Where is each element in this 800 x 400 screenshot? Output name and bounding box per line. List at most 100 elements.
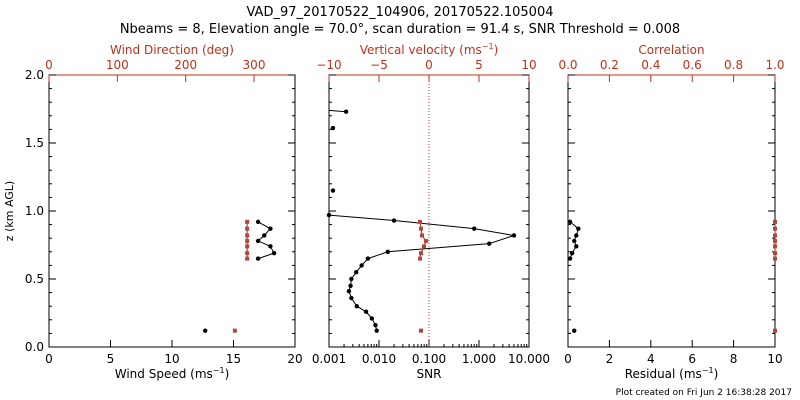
primary-data-point	[567, 219, 573, 225]
secondary-data-point	[245, 219, 250, 224]
x-tick-label: 4	[647, 352, 655, 366]
top-axis-label-1: Vertical velocity (ms−1)	[360, 42, 499, 57]
primary-data-point	[569, 250, 575, 256]
x-tick-label: 6	[688, 352, 696, 366]
secondary-isolated-point	[232, 328, 237, 333]
x-tick-label: 10	[164, 352, 179, 366]
top-tick-label: 5	[475, 58, 483, 72]
y-tick-label: 2.0	[25, 68, 44, 82]
primary-data-point	[567, 256, 573, 261]
x-tick-label: 8	[730, 352, 738, 366]
primary-data-point	[391, 218, 397, 223]
x-axis-label-text: Wind Speed (ms	[115, 367, 213, 381]
primary-data-point	[349, 295, 354, 301]
x-tick-label: 10	[767, 352, 782, 366]
primary-data-point	[487, 241, 492, 246]
x-axis-label-1: SNR	[417, 367, 442, 381]
secondary-data-point	[773, 233, 777, 238]
y-tick-label: 1.5	[25, 136, 44, 150]
primary-data-point	[572, 238, 577, 244]
secondary-data-point	[773, 226, 777, 231]
top-axis-label-2: Correlation	[638, 43, 704, 57]
x-axis-label-close: )	[225, 367, 230, 381]
secondary-data-point	[245, 244, 250, 249]
secondary-data-point	[420, 233, 424, 238]
x-axis-label-superscript: −1	[702, 366, 714, 375]
x-tick-label: 15	[226, 352, 241, 366]
secondary-data-point	[422, 244, 426, 249]
primary-data-point	[363, 309, 369, 314]
primary-data-point	[354, 304, 360, 309]
top-tick-label: 0.4	[641, 58, 660, 72]
top-tick-label: 100	[106, 58, 129, 72]
x-tick-label: 0.010	[362, 352, 396, 366]
secondary-data-point	[773, 256, 777, 261]
top-tick-label: −10	[316, 58, 341, 72]
secondary-data-point	[773, 238, 777, 243]
x-tick-label: 0	[564, 352, 572, 366]
primary-data-point	[349, 276, 354, 282]
x-tick-label: 5	[107, 352, 115, 366]
secondary-data-point	[245, 251, 250, 256]
top-tick-label: 0.6	[683, 58, 702, 72]
primary-data-point	[343, 109, 349, 114]
secondary-data-point	[245, 226, 250, 231]
primary-isolated-point	[330, 188, 336, 193]
primary-data-point	[471, 226, 477, 231]
top-tick-label: 1.0	[765, 58, 784, 72]
primary-data-point	[574, 244, 579, 249]
primary-isolated-point	[572, 328, 577, 333]
primary-data-point	[369, 316, 375, 321]
secondary-data-point	[418, 219, 422, 224]
primary-series-segment	[328, 109, 347, 113]
secondary-data-point	[773, 251, 777, 256]
x-axis-label-2: Residual (ms−1)	[625, 366, 719, 381]
secondary-isolated-point	[773, 328, 777, 333]
chart-subtitle: Nbeams = 8, Elevation angle = 70.0°, sca…	[120, 22, 680, 37]
primary-data-point	[326, 212, 332, 218]
secondary-data-point	[245, 238, 250, 243]
top-tick-label: −5	[370, 58, 388, 72]
primary-data-point	[255, 238, 261, 244]
primary-data-point	[255, 256, 261, 261]
y-tick-label: 0.0	[25, 340, 44, 354]
y-tick-label: 0.5	[25, 272, 44, 286]
primary-data-point	[359, 263, 364, 268]
top-tick-label: 200	[174, 58, 197, 72]
top-tick-label: 0.8	[724, 58, 743, 72]
primary-data-point	[576, 226, 581, 231]
primary-data-point	[346, 289, 352, 294]
secondary-data-point	[245, 233, 250, 238]
primary-data-point	[354, 270, 359, 275]
secondary-data-point	[418, 256, 422, 261]
top-axis-label-close: )	[494, 43, 499, 57]
primary-data-point	[348, 283, 353, 288]
plot-frame-0	[48, 74, 296, 348]
y-tick-label: 1.0	[25, 204, 44, 218]
x-tick-label: 0	[45, 352, 53, 366]
primary-data-point	[268, 244, 273, 249]
top-axis-label-0: Wind Direction (deg)	[110, 43, 234, 57]
x-axis-label-0: Wind Speed (ms−1)	[115, 366, 230, 381]
primary-data-point	[574, 233, 579, 238]
x-tick-label: 10.000	[508, 352, 550, 366]
top-tick-label: 0	[425, 58, 433, 72]
x-axis-label-text: Residual (ms	[625, 367, 702, 381]
secondary-data-point	[419, 251, 423, 256]
top-tick-label: 0.2	[600, 58, 619, 72]
primary-data-point	[268, 226, 273, 231]
top-tick-label: 0.0	[558, 58, 577, 72]
secondary-isolated-point	[419, 328, 423, 333]
x-tick-label: 2	[606, 352, 614, 366]
plot-frame-2	[567, 74, 776, 348]
top-axis-label-superscript: −1	[482, 42, 494, 51]
secondary-data-point	[419, 226, 423, 231]
x-axis-label-close: )	[714, 367, 719, 381]
primary-data-point	[373, 323, 378, 328]
plot-timestamp: Plot created on Fri Jun 2 16:38:28 2017	[616, 388, 792, 398]
chart-title: VAD_97_20170522_104906, 20170522.105004	[247, 5, 554, 20]
secondary-data-point	[773, 244, 777, 249]
primary-data-point	[271, 250, 277, 256]
secondary-data-point	[773, 219, 777, 224]
